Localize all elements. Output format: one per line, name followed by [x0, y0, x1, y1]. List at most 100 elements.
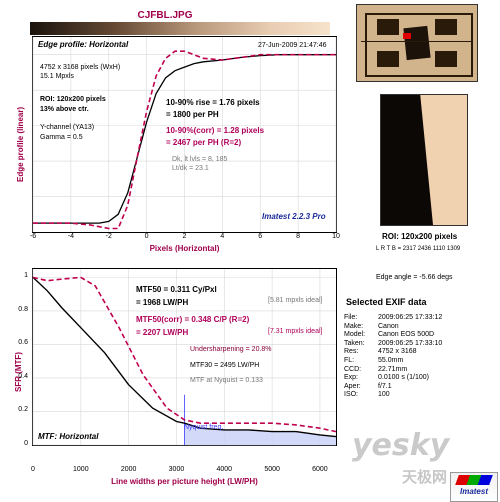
watermark-sub: 天极网 — [402, 468, 448, 486]
mtf-y-tick: 1 — [24, 272, 28, 280]
edge-panel-date: 27-Jun-2009 21:47:46 — [258, 42, 327, 49]
exif-list: File: 2009:06:25 17:33:12 Make: Canon Model:… — [344, 314, 442, 400]
rise-per-ph: = 1800 per PH — [166, 110, 219, 119]
image-pixels: 4752 x 3168 pixels (WxH) — [40, 64, 121, 71]
roi-position: 13% above ctr. — [40, 106, 89, 113]
edge-profile-chart — [32, 37, 337, 232]
exif-key: Aper: — [344, 382, 361, 390]
watermark: yesky 天极网 Imatest — [350, 420, 500, 502]
exif-value: 55.0mm — [378, 356, 404, 364]
exif-value: 22.71mm — [378, 365, 408, 373]
roi-lrtb: L R T B = 2317 2436 1110 1309 — [376, 246, 461, 252]
edge-x-tick: 2 — [182, 233, 187, 240]
rise-pixels: 10-90% rise = 1.76 pixels — [166, 98, 260, 107]
edge-gradient-bar — [30, 22, 330, 35]
mtf-y-tick: 0 — [24, 440, 28, 447]
exif-value: 0.0100 s (1/100) — [378, 374, 429, 382]
edge-x-tick: 10 — [332, 233, 340, 240]
level-info: Dk, lt lvls = 8, 185 Lt/dk = 23.1 — [172, 155, 227, 173]
mtf-x-tick: 1000 — [73, 466, 89, 473]
mtf-x-tick: 4000 — [216, 466, 233, 473]
mtf-series-corrected — [32, 276, 337, 433]
mtf-x-tick: 5000 — [264, 466, 280, 473]
mtf50-cypx: MTF50 = 0.311 Cy/Pxl — [136, 285, 217, 294]
rise-corr-result: 10-90%(corr) = 1.28 pixels = 2467 per PH… — [166, 125, 264, 149]
channel-info: Y-channel (YA13) Gamma = 0.5 — [40, 123, 94, 143]
edge-x-tick: 0 — [144, 233, 149, 240]
mtf-x-label: Line widths per picture height (LW/PH) — [111, 477, 258, 486]
mtf50corr-cypx: MTF50(corr) = 0.348 C/P (R=2) — [136, 315, 250, 324]
exif-row: CCD: 22.71mm — [344, 366, 442, 375]
roi-label: ROI: 120x200 pixels — [382, 232, 458, 241]
edge-y-label: Edge profile (linear) — [16, 106, 25, 182]
nyquist-region — [184, 423, 336, 445]
mtf50corr-result: MTF50(corr) = 0.348 C/P (R=2) = 2207 LW/… — [136, 313, 249, 339]
mtf50corr-ideal: [7.31 mpxls ideal] — [268, 328, 323, 335]
edge-x-tick: 8 — [296, 233, 301, 240]
mtf-x-tick: 6000 — [312, 466, 328, 473]
gamma: Gamma = 0.5 — [40, 134, 83, 141]
chart-thumbnail — [356, 4, 478, 82]
exif-value: 2009:06:25 17:33:10 — [378, 339, 443, 347]
exif-row: FL: 55.0mm — [344, 357, 442, 366]
edge-x-tick: -4 — [67, 233, 74, 240]
dark-light-levels: Dk, lt lvls = 8, 185 — [172, 156, 228, 163]
nyquist-label: Nyquist freq. — [184, 424, 224, 431]
exif-key: ISO: — [344, 391, 359, 399]
imatest-logo-text: Imatest — [459, 487, 488, 496]
exif-value: 100 — [378, 391, 390, 399]
mtf-series-measured — [32, 276, 337, 438]
rise-result: 10-90% rise = 1.76 pixels = 1800 per PH — [166, 97, 260, 121]
mtf50-result: MTF50 = 0.311 Cy/Pxl = 1968 LW/PH — [136, 283, 217, 309]
edge-panel-title: Edge profile: Horizontal — [38, 40, 129, 49]
mtf-y-tick: 0.8 — [18, 305, 28, 313]
exif-key: CCD: — [344, 365, 362, 373]
edge-x-label: Pixels (Horizontal) — [149, 244, 220, 253]
edge-x-tick: -2 — [105, 233, 112, 240]
exif-row: ISO: 100 — [344, 391, 442, 400]
mtf50-ideal: [5.81 mpxls ideal] — [268, 297, 323, 304]
exif-key: Make: — [344, 322, 364, 330]
mtf-y-tick: 0.6 — [18, 339, 28, 347]
exif-value: 2009:06:25 17:33:12 — [378, 314, 443, 321]
exif-title: Selected EXIF data — [346, 297, 427, 307]
exif-key: FL: — [344, 356, 355, 364]
exif-value: 4752 x 3168 — [378, 348, 417, 356]
mtf-nyquist-info: MTF at Nyquist = 0.133 — [190, 377, 263, 384]
edge-series-corrected — [33, 50, 336, 230]
mtf-y-tick: 0.4 — [18, 372, 28, 380]
roi-crop-image — [380, 94, 468, 226]
mtf-x-tick: 3000 — [168, 466, 185, 473]
mtf-panel-footer: MTF: Horizontal — [38, 432, 99, 441]
exif-key: Model: — [344, 331, 366, 339]
exif-key: File: — [344, 314, 358, 321]
mtf-x-tick: 2000 — [120, 466, 137, 473]
edge-x-tick: 4 — [220, 233, 225, 240]
imatest-brand: Imatest 2.2.3 Pro — [262, 212, 326, 221]
edge-x-tick: 6 — [258, 233, 263, 240]
watermark-main: yesky — [352, 428, 450, 463]
rise-corr-pixels: 10-90%(corr) = 1.28 pixels — [166, 126, 265, 135]
edge-angle: Edge angle = -5.66 degs — [376, 274, 453, 281]
exif-value: Canon — [378, 322, 399, 330]
exif-row: Make: Canon — [344, 323, 442, 332]
window-title: CJFBL.JPG — [137, 10, 193, 21]
roi-info: ROI: 120x200 pixels 13% above ctr. — [40, 95, 106, 115]
exif-row: Taken: 2009:06:25 17:33:10 — [344, 340, 442, 349]
mtf50corr-lwph: = 2207 LW/PH — [136, 328, 189, 337]
exif-row: Model: Canon EOS 500D — [344, 331, 442, 340]
exif-row: Aper: f/7.1 — [344, 383, 442, 392]
roi-size: ROI: 120x200 pixels — [40, 96, 106, 103]
image-megapixels: 15.1 Mpxls — [40, 73, 74, 80]
mtf50-lwph: = 1968 LW/PH — [136, 298, 189, 307]
exif-value: f/7.1 — [378, 382, 392, 390]
exif-key: Exp: — [344, 374, 359, 382]
exif-key: Taken: — [344, 339, 365, 347]
mtf30-info: MTF30 = 2495 LW/PH — [190, 362, 260, 369]
sharpening-info: Undersharpening = 20.8% — [190, 346, 272, 353]
light-dark-ratio: Lt/dk = 23.1 — [172, 165, 209, 172]
exif-row: File: 2009:06:25 17:33:12 — [344, 314, 442, 323]
exif-value: Canon EOS 500D — [378, 331, 435, 339]
mtf-y-tick: 0.2 — [18, 406, 28, 414]
imatest-logo: Imatest — [450, 472, 498, 502]
